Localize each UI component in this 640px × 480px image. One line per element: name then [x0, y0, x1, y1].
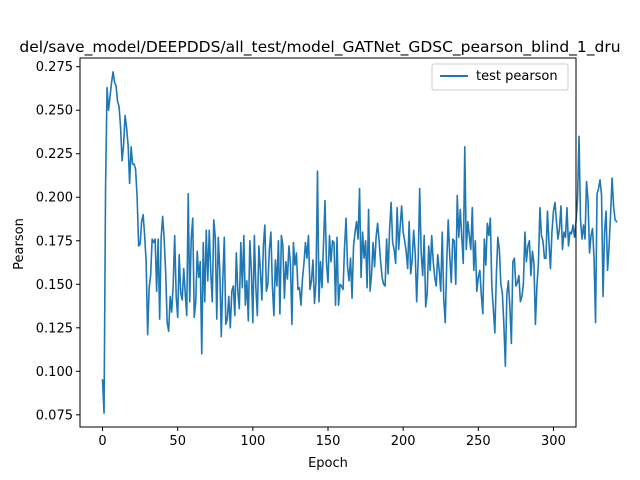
x-tick-label: 250	[466, 434, 491, 449]
y-tick-label: 0.175	[36, 234, 73, 249]
legend-label: test pearson	[476, 69, 558, 84]
y-axis-label: Pearson	[12, 218, 27, 270]
y-tick-label: 0.075	[36, 408, 73, 423]
plot-area	[101, 71, 618, 414]
y-tick-label: 0.200	[36, 191, 73, 206]
x-tick-label: 50	[169, 434, 186, 449]
y-tick-label: 0.100	[36, 365, 73, 380]
y-tick-label: 0.150	[36, 278, 73, 293]
legend: test pearson	[431, 63, 569, 91]
y-tick-label: 0.225	[36, 147, 73, 162]
y-tick-label: 0.275	[36, 60, 73, 75]
x-tick-label: 300	[541, 434, 566, 449]
series-line-test-pearson	[101, 71, 618, 414]
x-axis-label: Epoch	[308, 456, 348, 471]
chart-title: del/save_model/DEEPDDS/all_test/model_GA…	[19, 38, 620, 57]
axes: 0 50 100 150 200 250 300 0.075 0.100 0.125 0.150 0.…	[36, 57, 577, 449]
x-tick-label: 200	[391, 434, 416, 449]
x-tick-label: 0	[98, 434, 106, 449]
legend-box	[431, 63, 569, 91]
y-tick-label: 0.250	[36, 104, 73, 119]
x-tick-label: 150	[316, 434, 341, 449]
y-tick-label: 0.125	[36, 321, 73, 336]
x-tick-label: 100	[240, 434, 265, 449]
